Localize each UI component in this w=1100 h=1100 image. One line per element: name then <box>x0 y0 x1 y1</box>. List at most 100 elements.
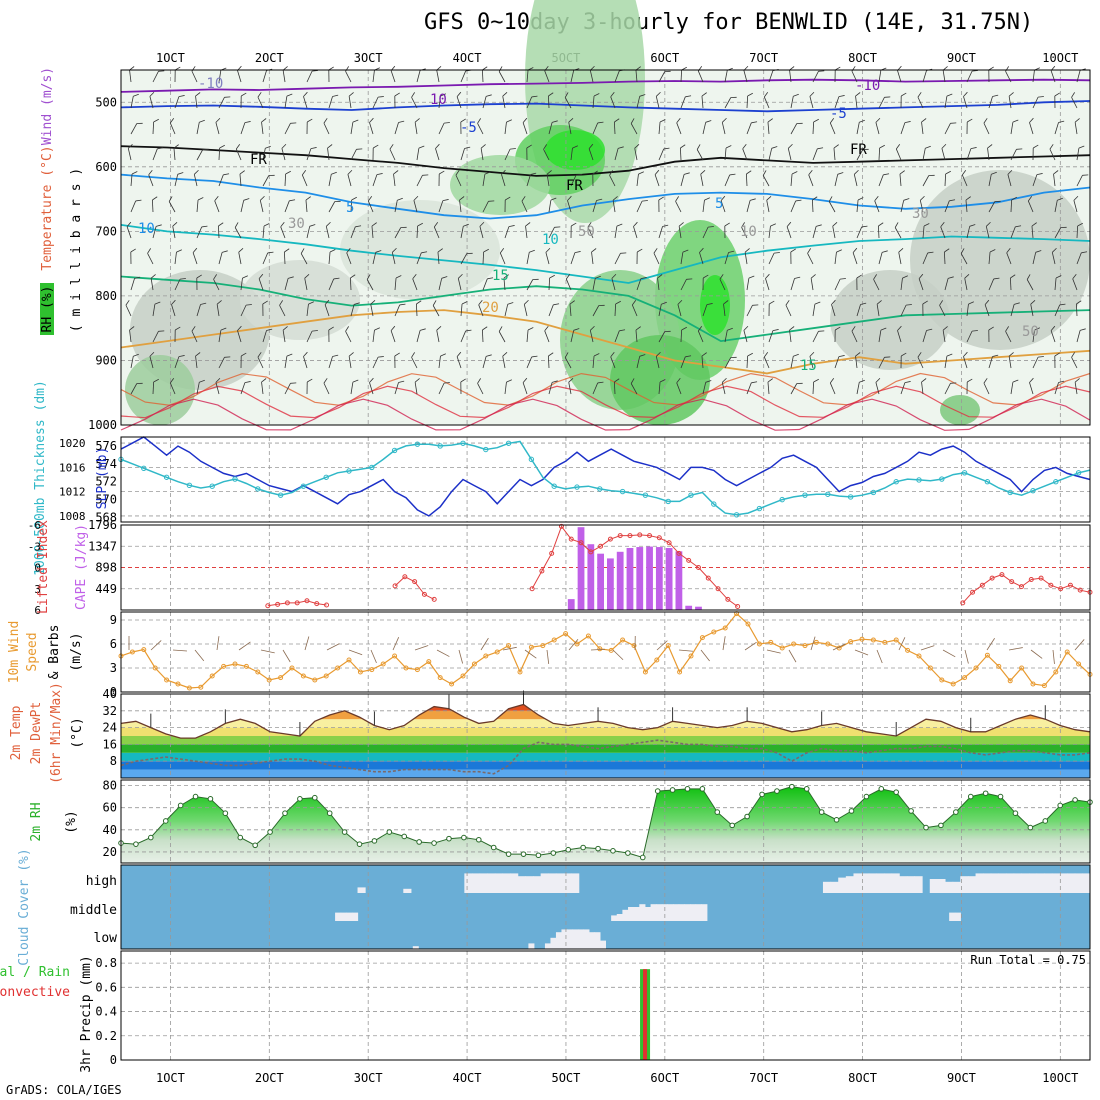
wind-barb <box>898 248 904 265</box>
wind-barb <box>944 353 953 369</box>
rh-point <box>282 810 288 817</box>
wind-barb-shaft <box>262 148 266 161</box>
lifted-index-point <box>676 550 682 556</box>
wind-barb <box>301 170 308 187</box>
wind-barb <box>151 196 158 213</box>
time-label-bottom: 10OCT <box>1042 1071 1078 1085</box>
wind-barb-shaft <box>350 122 354 135</box>
wind-barb-shaft <box>1010 199 1013 213</box>
wind-barb <box>966 378 973 395</box>
rh-point <box>953 809 959 815</box>
wind-barb <box>878 327 887 343</box>
wind-barb-flag <box>789 66 795 71</box>
wind-barb-flag <box>202 148 209 150</box>
wind-barb-shaft <box>150 278 154 291</box>
wind-barb-shaft <box>366 279 374 291</box>
wind-barb <box>522 377 528 395</box>
wind-barb <box>767 378 773 395</box>
wind-barb-flag <box>477 118 481 124</box>
wind-barb-flag <box>157 147 164 150</box>
contour-label: 50 <box>578 224 595 240</box>
wind-barb <box>809 91 815 109</box>
wind-speed-point <box>893 637 899 643</box>
wind-barb <box>328 94 339 109</box>
wind-barb <box>215 117 221 135</box>
wind-barb-flag <box>946 353 953 357</box>
wind-barb-flag <box>766 196 772 201</box>
wind-barb-shaft <box>763 96 770 109</box>
wind-barb-shaft <box>812 148 818 161</box>
wind-barb <box>767 118 773 135</box>
cloud-cell <box>550 937 557 949</box>
wind-barb-shaft <box>570 70 575 83</box>
wind-barb-flag <box>1038 356 1044 358</box>
wind-barb <box>217 222 224 239</box>
wind-barb-flag <box>785 300 790 306</box>
wind-barb <box>768 329 779 343</box>
wind-barb-shaft <box>900 304 907 317</box>
lifted-index-point <box>666 540 672 546</box>
wind-barb-shaft <box>478 304 484 317</box>
wind-barb-flag <box>129 326 135 331</box>
lifted-index-point <box>1009 579 1015 585</box>
wind-barb <box>412 273 418 291</box>
wind-barb-shaft <box>1050 330 1056 343</box>
wind-barb-shaft <box>526 279 534 291</box>
wind-barb-flag <box>194 169 199 175</box>
wind-barb-flag <box>703 274 709 279</box>
wind-barb <box>917 352 924 369</box>
wind-barb-flag <box>287 276 294 279</box>
wind-barb <box>280 221 286 239</box>
wind-barb-flag <box>598 304 605 306</box>
wind-barb <box>257 352 264 369</box>
wind-barb-flag <box>235 144 241 150</box>
wind-barb <box>828 196 836 213</box>
wind-barb-flag <box>507 302 514 305</box>
wind-barb-shaft <box>567 200 572 213</box>
rh-shade <box>700 275 730 335</box>
wind-barb-flag <box>237 325 242 331</box>
wind-barb <box>680 249 689 265</box>
lifted-index-point <box>715 586 721 592</box>
wind-barb-flag <box>436 326 442 331</box>
wind-speed-point <box>791 641 797 647</box>
temp2m-axis-label: (6hr Min/Max) <box>49 682 64 784</box>
wind-barb-shaft <box>394 122 399 135</box>
wind-barb-flag <box>398 120 405 123</box>
wind-barb <box>350 225 362 239</box>
wind-barb-flag <box>551 120 558 123</box>
wind-barb <box>526 172 537 187</box>
rh-point <box>237 834 244 841</box>
wind-barb <box>328 277 340 291</box>
wind-barb-flag <box>175 326 181 331</box>
wind-barb <box>856 379 865 395</box>
wind-barb <box>1071 92 1078 109</box>
wind-barb <box>372 327 380 343</box>
wind-barb-flag <box>312 330 318 332</box>
wind-barb-flag <box>639 354 646 357</box>
lifted-index-line <box>394 576 435 600</box>
wind-barb-shaft <box>304 278 308 291</box>
wind-barb <box>262 251 274 265</box>
thickness-point <box>688 492 694 498</box>
wind-barb-flag <box>282 326 288 331</box>
wind-barb-flag <box>200 302 207 305</box>
wind-barb-flag <box>833 144 839 149</box>
wind-barb-flag <box>1029 377 1034 383</box>
wind-barb-shaft <box>724 70 728 83</box>
wind-barb-flag <box>1050 325 1056 331</box>
contour-label: FR <box>850 142 867 158</box>
wind-barb <box>504 379 512 395</box>
wind-barb-shaft <box>702 122 707 135</box>
wind-speed-point <box>369 667 375 673</box>
wind-barb-shaft <box>1076 148 1080 161</box>
wind-barb-flag <box>279 300 283 306</box>
wind-barb <box>548 197 557 213</box>
wind-barb <box>196 274 202 291</box>
wind-barb-shaft <box>741 227 748 239</box>
thickness-point <box>1053 479 1059 485</box>
wind-barb <box>328 171 337 187</box>
wind-barb <box>130 171 138 187</box>
wind-barb-shaft <box>873 279 880 291</box>
wind-barb <box>1010 379 1019 395</box>
